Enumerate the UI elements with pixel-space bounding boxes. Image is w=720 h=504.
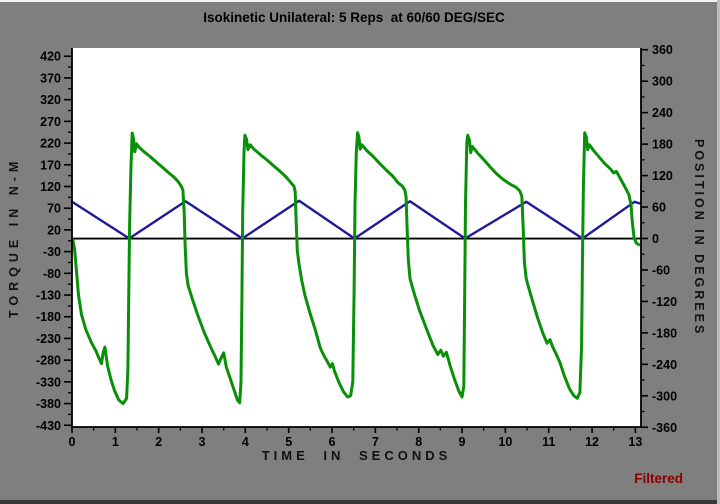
y-left-tick-label: -130 [36,289,61,303]
y-left-tick-label: -30 [43,245,61,259]
position-series-line [70,199,641,240]
y-right-tick-label: -60 [652,263,670,277]
x-axis-tick-label: 6 [329,435,336,449]
y-right-tick-label: 60 [652,201,666,215]
y-left-tick-label: -380 [36,397,61,411]
y-left-tick-label: 170 [40,158,61,172]
x-axis-tick-label: 13 [628,435,642,449]
y-left-tick-label: -230 [36,332,61,346]
y-left-tick-label: 220 [40,137,61,151]
x-axis-tick-label: 12 [585,435,599,449]
y-right-tick-label: 240 [652,106,673,120]
y-left-tick-label: -330 [36,375,61,389]
y-left-tick-label: 20 [47,223,61,237]
y-right-tick-label: 0 [652,232,659,246]
x-axis-tick-label: 3 [199,435,206,449]
filtered-status-label: Filtered [634,471,683,486]
y-right-tick-label: 180 [652,138,673,152]
x-axis-tick-label: 1 [112,435,119,449]
y-left-tick-label: 120 [40,180,61,194]
x-axis-tick-label: 2 [155,435,162,449]
y-left-tick-label: -80 [43,267,61,281]
y-right-tick-label: -180 [652,326,677,340]
y-right-tick-label: -240 [652,358,677,372]
y-right-tick-label: 360 [652,43,673,57]
torque-series-line [71,131,641,406]
y-right-tick-label: 300 [652,75,673,89]
y-right-tick-label: 120 [652,169,673,183]
y-right-tick-label: -300 [652,389,677,403]
chart-title: Isokinetic Unilateral: 5 Reps at 60/60 D… [203,10,505,25]
x-axis-tick-label: 7 [372,435,379,449]
y-left-tick-label: -430 [36,419,61,433]
y-right-tick-label: -360 [652,421,677,435]
y-left-tick-label: 370 [40,71,61,85]
y-left-tick-label: 270 [40,115,61,129]
y-left-tick-label: -280 [36,354,61,368]
x-axis-title: TIME IN SECONDS [261,448,452,463]
x-axis-tick-label: 0 [69,435,76,449]
y-left-tick-label: 70 [47,202,61,216]
y-left-tick-label: 420 [40,50,61,64]
x-axis-tick-label: 10 [498,435,512,449]
x-axis-tick-label: 5 [285,435,292,449]
right-axis-title: POSITION IN DEGREES [692,138,706,337]
x-axis-tick-label: 9 [459,435,466,449]
x-axis-tick-label: 8 [415,435,422,449]
y-left-tick-label: -180 [36,310,61,324]
y-left-tick-label: 320 [40,93,61,107]
left-axis-title: TORQUE IN N-M [7,156,21,319]
x-axis-tick-label: 4 [242,435,249,449]
x-axis-tick-label: 11 [542,435,555,449]
y-right-tick-label: -120 [652,295,677,309]
